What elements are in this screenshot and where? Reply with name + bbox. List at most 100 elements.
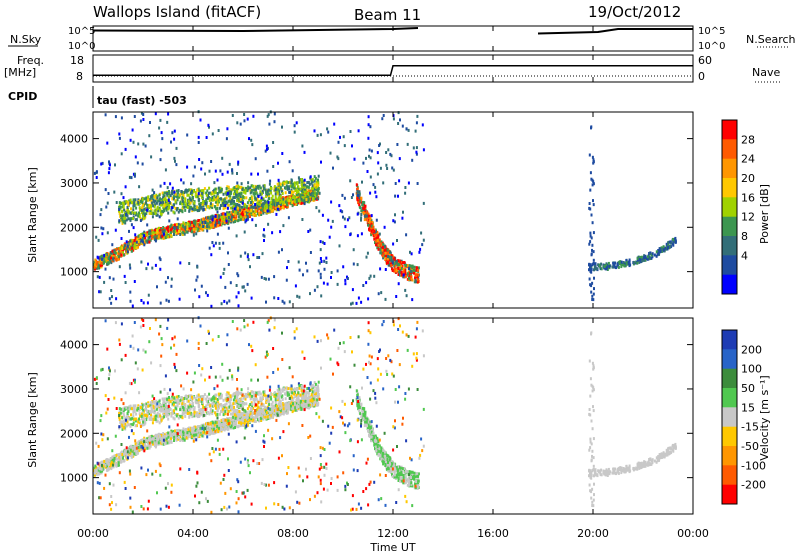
power-cell bbox=[405, 233, 407, 236]
power-cell bbox=[213, 225, 215, 228]
power-cell bbox=[140, 219, 142, 222]
power-cell bbox=[155, 264, 157, 267]
power-cell bbox=[317, 134, 319, 137]
power-cell bbox=[258, 212, 260, 215]
power-cell bbox=[174, 130, 176, 133]
power-cell bbox=[182, 231, 184, 234]
power-cell bbox=[371, 214, 373, 217]
power-cell bbox=[243, 113, 245, 116]
power-cell bbox=[406, 128, 408, 131]
power-cell bbox=[184, 198, 186, 201]
power-cell bbox=[364, 218, 366, 221]
power-cell bbox=[145, 145, 147, 148]
power-cell bbox=[594, 265, 596, 268]
power-cell bbox=[231, 169, 233, 172]
power-cell bbox=[160, 158, 162, 161]
power-cell bbox=[420, 232, 422, 235]
power-cell bbox=[282, 192, 284, 195]
power-cell bbox=[219, 247, 221, 250]
power-cell bbox=[378, 248, 380, 251]
power-cell bbox=[149, 121, 151, 124]
power-cell bbox=[147, 199, 149, 202]
power-cell bbox=[401, 271, 403, 274]
power-cell bbox=[175, 201, 177, 204]
power-cell bbox=[131, 250, 133, 253]
power-cell bbox=[369, 220, 371, 223]
power-cell bbox=[416, 266, 418, 269]
power-cell bbox=[226, 137, 228, 140]
power-cell bbox=[333, 123, 335, 126]
power-cell bbox=[207, 294, 209, 297]
power-cell bbox=[235, 211, 237, 214]
power-cell bbox=[194, 289, 196, 292]
power-cell bbox=[271, 231, 273, 234]
power-cell bbox=[316, 192, 318, 195]
velocity-cell bbox=[162, 432, 164, 435]
power-cell bbox=[220, 198, 222, 201]
power-cell bbox=[131, 211, 133, 214]
power-cell bbox=[274, 112, 276, 115]
power-cell bbox=[160, 185, 162, 188]
power-cell bbox=[173, 138, 175, 141]
power-cell bbox=[196, 206, 198, 209]
power-cell bbox=[127, 244, 129, 247]
power-cell bbox=[121, 192, 123, 195]
power-cell bbox=[130, 300, 132, 303]
power-cell bbox=[254, 206, 256, 209]
power-cell bbox=[130, 243, 132, 246]
plot-title: Wallops Island (fitACF) bbox=[93, 3, 261, 21]
power-cell bbox=[217, 233, 219, 236]
power-cell bbox=[647, 255, 649, 258]
power-cell bbox=[626, 263, 628, 266]
power-cell bbox=[128, 211, 130, 214]
power-cell bbox=[362, 201, 364, 204]
power-cell bbox=[200, 119, 202, 122]
power-cell bbox=[221, 157, 223, 160]
power-cell bbox=[415, 279, 417, 282]
power-cell bbox=[298, 181, 300, 184]
power-cell bbox=[247, 189, 249, 192]
power-cell bbox=[186, 166, 188, 169]
power-cell bbox=[275, 187, 277, 190]
power-cell bbox=[222, 173, 224, 176]
power-cell bbox=[589, 208, 591, 211]
power-cell bbox=[126, 248, 128, 251]
power-cell bbox=[142, 215, 144, 218]
power-cell bbox=[166, 299, 168, 302]
power-cell bbox=[205, 202, 207, 205]
power-cell bbox=[238, 291, 240, 294]
power-cell bbox=[312, 194, 314, 197]
power-cell bbox=[129, 267, 131, 270]
power-cell bbox=[112, 258, 114, 261]
power-cell bbox=[405, 275, 407, 278]
power-cell bbox=[268, 201, 270, 204]
power-cell bbox=[214, 198, 216, 201]
power-cell bbox=[244, 252, 246, 255]
power-cell bbox=[593, 287, 595, 290]
power-cell bbox=[101, 232, 103, 235]
power-cell bbox=[249, 265, 251, 268]
power-cell bbox=[281, 199, 283, 202]
power-cell bbox=[217, 207, 219, 210]
power-cell bbox=[273, 275, 275, 278]
power-cell bbox=[233, 200, 235, 203]
power-cell bbox=[382, 254, 384, 257]
power-cell bbox=[173, 157, 175, 160]
power-cell bbox=[158, 235, 160, 238]
power-cell bbox=[186, 231, 188, 234]
power-cell bbox=[357, 194, 359, 197]
power-cell bbox=[393, 117, 395, 120]
power-cell bbox=[408, 182, 410, 185]
power-cell bbox=[593, 203, 595, 206]
power-cell bbox=[94, 263, 96, 266]
power-cell bbox=[283, 302, 285, 305]
power-cell bbox=[272, 199, 274, 202]
power-cell bbox=[147, 263, 149, 266]
power-cell bbox=[168, 230, 170, 233]
power-cell bbox=[287, 181, 289, 184]
power-cell bbox=[201, 189, 203, 192]
power-cell bbox=[251, 143, 253, 146]
power-cell bbox=[387, 248, 389, 251]
power-cell bbox=[204, 173, 206, 176]
power-cell bbox=[295, 284, 297, 287]
